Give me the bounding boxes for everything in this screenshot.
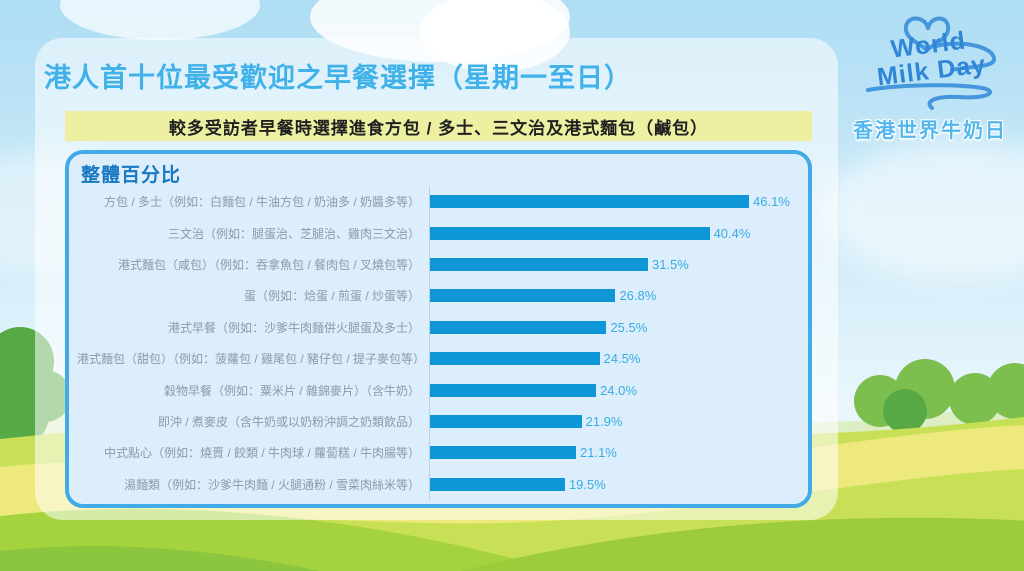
- bar-zone: 31.5%: [429, 248, 800, 281]
- world-milk-day-logo: World Milk Day 香港世界牛奶日: [840, 6, 1020, 143]
- bar-category-label: 中式點心（例如：燒賣 / 餃類 / 牛肉球 / 蘿蔔糕 / 牛肉腸等）: [103, 446, 420, 461]
- bar-category-label: 港式早餐（例如：沙爹牛肉麵併火腿蛋及多士）: [167, 320, 420, 335]
- milk-swirl-heart-icon: [866, 16, 996, 110]
- bar: [430, 446, 576, 460]
- bar-value-label: 21.1%: [580, 445, 617, 461]
- chart-row: 港式麵包（甜包）（例如：菠蘿包 / 雞尾包 / 豬仔包 / 提子麥包等） 24.5…: [77, 343, 800, 375]
- bar-zone: 24.0%: [429, 374, 800, 406]
- chart-title: 整體百分比: [81, 165, 182, 186]
- bar: [430, 195, 749, 209]
- bar: [430, 383, 597, 397]
- bar-value-label: 19.5%: [568, 476, 606, 492]
- bar: [430, 258, 648, 272]
- bar-zone: 26.8%: [429, 280, 800, 312]
- bar-zone: 21.9%: [429, 405, 800, 438]
- logo-chinese-text: 香港世界牛奶日: [853, 120, 1007, 142]
- cloud-shape: [820, 140, 1024, 280]
- bar-category-label: 蛋（例如：烚蛋 / 煎蛋 / 炒蛋等）: [243, 289, 420, 304]
- chart-panel: 整體百分比 方包 / 多士（例如：白麵包 / 牛油方包 / 奶油多 / 奶醬多等…: [65, 150, 812, 508]
- chart-rows: 方包 / 多士（例如：白麵包 / 牛油方包 / 奶油多 / 奶醬多等） 46.1%…: [77, 186, 800, 501]
- bar: [430, 226, 710, 240]
- bar-value-label: 46.1%: [753, 194, 790, 210]
- bar: [430, 477, 565, 491]
- bar-category-label: 湯麵類（例如：沙爹牛肉麵 / 火腿通粉 / 雪菜肉絲米等）: [123, 477, 420, 492]
- cloud-shape: [60, 0, 260, 40]
- bar-category-label: 方包 / 多士（例如：白麵包 / 牛油方包 / 奶油多 / 奶醬多等）: [103, 195, 420, 210]
- bar-category-label: 穀物早餐（例如：粟米片 / 雜錦麥片）（含牛奶）: [163, 383, 420, 398]
- chart-row: 即沖 / 煮麥皮（含牛奶或以奶粉沖調之奶類飲品） 21.9%: [77, 405, 800, 438]
- chart-row: 中式點心（例如：燒賣 / 餃類 / 牛肉球 / 蘿蔔糕 / 牛肉腸等） 21.1%: [77, 437, 800, 469]
- chart-row: 港式早餐（例如：沙爹牛肉麵併火腿蛋及多士） 25.5%: [77, 311, 800, 344]
- bar-value-label: 24.5%: [603, 351, 641, 367]
- bar-value-label: 25.5%: [610, 319, 648, 335]
- bar-category-label: 港式麵包（咸包）（例如：吞拿魚包 / 餐肉包 / 叉燒包等）: [117, 258, 420, 273]
- chart-row: 蛋（例如：烚蛋 / 煎蛋 / 炒蛋等） 26.8%: [77, 280, 800, 312]
- bar-zone: 40.4%: [429, 217, 800, 249]
- bar: [430, 415, 582, 429]
- bar-category-label: 即沖 / 煮麥皮（含牛奶或以奶粉沖調之奶類飲品）: [157, 415, 420, 430]
- chart-row: 穀物早餐（例如：粟米片 / 雜錦麥片）（含牛奶） 24.0%: [77, 374, 800, 406]
- bar-zone: 46.1%: [429, 186, 800, 218]
- bar-value-label: 31.5%: [651, 257, 689, 273]
- chart-row: 湯麵類（例如：沙爹牛肉麵 / 火腿通粉 / 雪菜肉絲米等） 19.5%: [77, 468, 800, 501]
- bar-zone: 25.5%: [429, 311, 800, 344]
- chart-row: 港式麵包（咸包）（例如：吞拿魚包 / 餐肉包 / 叉燒包等） 31.5%: [77, 248, 800, 281]
- bar-zone: 21.1%: [429, 437, 800, 469]
- bar-zone: 24.5%: [429, 343, 800, 375]
- page-title: 港人首十位最受歡迎之早餐選擇（星期一至日）: [44, 63, 632, 93]
- bar-value-label: 24.0%: [600, 382, 637, 398]
- bar-zone: 19.5%: [429, 468, 800, 501]
- chart-row: 三文治（例如：腿蛋治、芝腿治、雞肉三文治） 40.4%: [77, 217, 800, 249]
- bar-value-label: 40.4%: [713, 225, 751, 241]
- chart-row: 方包 / 多士（例如：白麵包 / 牛油方包 / 奶油多 / 奶醬多等） 46.1%: [77, 186, 800, 218]
- bar-category-label: 三文治（例如：腿蛋治、芝腿治、雞肉三文治）: [167, 226, 420, 241]
- bar-category-label: 港式麵包（甜包）（例如：菠蘿包 / 雞尾包 / 豬仔包 / 提子麥包等）: [77, 352, 426, 367]
- bar: [430, 289, 616, 303]
- bar: [430, 352, 600, 366]
- bar-value-label: 26.8%: [619, 288, 657, 304]
- subtitle-banner: 較多受訪者早餐時選擇進食方包 / 多士、三文治及港式麵包（鹹包）: [65, 111, 812, 141]
- bar: [430, 320, 607, 334]
- bar-value-label: 21.9%: [585, 414, 623, 430]
